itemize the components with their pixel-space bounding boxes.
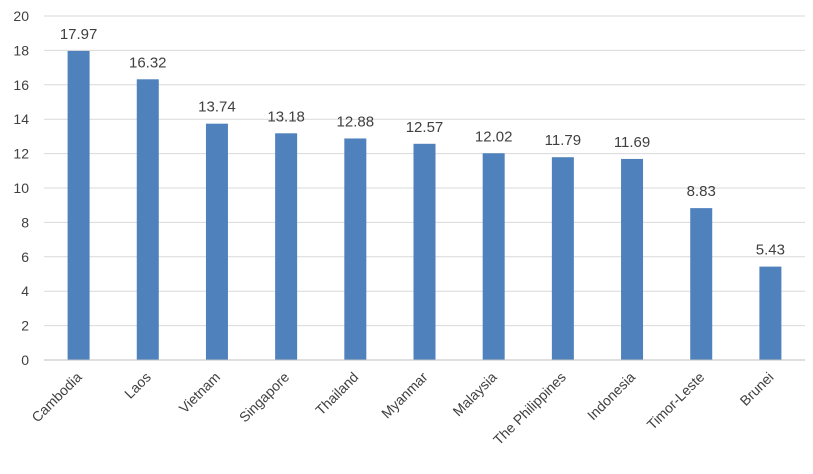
category-label: Cambodia bbox=[28, 369, 85, 426]
bar-laos bbox=[136, 79, 159, 361]
bar-myanmar bbox=[413, 143, 436, 360]
data-label: 12.88 bbox=[337, 113, 375, 130]
bar-malaysia bbox=[482, 153, 505, 360]
category-label: Singapore bbox=[236, 369, 293, 426]
y-tick-label: 4 bbox=[21, 283, 29, 299]
bar-timor-leste bbox=[690, 208, 713, 360]
data-label: 17.97 bbox=[60, 26, 98, 43]
y-axis-tick-labels: 0 2 4 6 8 10 12 14 16 18 20 bbox=[13, 8, 29, 368]
category-label: Thailand bbox=[312, 369, 361, 418]
bars bbox=[67, 50, 782, 361]
data-label: 12.02 bbox=[475, 128, 513, 145]
category-label: The Philippines bbox=[490, 369, 569, 448]
category-label: Myanmar bbox=[378, 369, 431, 422]
category-label: Laos bbox=[121, 369, 154, 402]
data-label: 13.18 bbox=[267, 108, 305, 125]
data-label: 16.32 bbox=[129, 54, 167, 71]
data-label: 11.79 bbox=[545, 132, 581, 149]
category-label: Timor-Leste bbox=[644, 369, 708, 433]
bar-the-philippines bbox=[551, 157, 574, 360]
data-labels: 17.97 16.32 13.74 13.18 12.88 12.57 12.02 11.79… bbox=[60, 26, 785, 259]
y-tick-label: 18 bbox=[13, 42, 29, 58]
data-label: 5.43 bbox=[756, 242, 785, 259]
y-tick-label: 0 bbox=[21, 352, 29, 368]
y-tick-label: 8 bbox=[21, 214, 29, 230]
category-label: Malaysia bbox=[449, 369, 500, 420]
data-label: 8.83 bbox=[687, 183, 716, 200]
y-tick-label: 12 bbox=[13, 146, 29, 162]
y-tick-label: 2 bbox=[21, 318, 29, 334]
bar-thailand bbox=[344, 138, 367, 360]
y-tick-label: 20 bbox=[13, 8, 29, 24]
bar-cambodia bbox=[67, 50, 90, 360]
data-label: 12.57 bbox=[406, 119, 444, 136]
category-label: Indonesia bbox=[584, 369, 638, 423]
bar-singapore bbox=[275, 133, 298, 360]
data-label: 13.74 bbox=[198, 99, 236, 116]
bar-brunei bbox=[759, 266, 782, 360]
y-tick-label: 10 bbox=[13, 180, 29, 196]
y-tick-label: 16 bbox=[13, 77, 29, 93]
data-label: 11.69 bbox=[614, 134, 650, 151]
y-tick-label: 14 bbox=[13, 111, 29, 127]
category-label: Brunei bbox=[737, 369, 777, 409]
y-tick-label: 6 bbox=[21, 249, 29, 265]
category-label: Vietnam bbox=[176, 369, 223, 416]
bar-indonesia bbox=[621, 158, 644, 360]
bar-vietnam bbox=[205, 123, 228, 360]
x-axis-category-labels: Cambodia Laos Vietnam Singapore Thailand Myan… bbox=[28, 369, 776, 448]
